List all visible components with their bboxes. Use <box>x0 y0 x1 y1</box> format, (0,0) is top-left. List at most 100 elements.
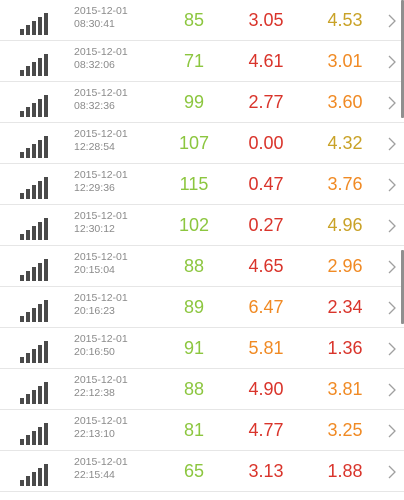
timestamp-time: 08:32:06 <box>74 59 115 71</box>
scrollbar[interactable] <box>401 0 404 500</box>
timestamp-date: 2015-12-01 <box>74 292 128 304</box>
signal-strength-icon <box>20 136 48 158</box>
value-1: 6.47 <box>248 297 284 317</box>
timestamp-date: 2015-12-01 <box>74 87 128 99</box>
list-item[interactable]: 2015-12-01 20:16:23 89 6.47 2.34 <box>0 287 404 328</box>
heart-rate-value: 91 <box>183 338 205 358</box>
timestamp-time: 08:32:36 <box>74 100 115 112</box>
list-item[interactable]: 2015-12-01 12:28:54 107 0.00 4.32 <box>0 123 404 164</box>
value-2: 2.96 <box>327 256 363 276</box>
value-2: 1.36 <box>327 338 363 358</box>
value-1: 4.90 <box>248 379 284 399</box>
timestamp-time: 08:30:41 <box>74 18 115 30</box>
value-1: 4.61 <box>248 51 284 71</box>
list-item[interactable]: 2015-12-01 08:32:06 71 4.61 3.01 <box>0 41 404 82</box>
signal-strength-icon <box>20 300 48 322</box>
value-1: 0.00 <box>248 133 284 153</box>
timestamp-date: 2015-12-01 <box>74 128 128 140</box>
value-2: 3.60 <box>327 92 363 112</box>
heart-rate-value: 85 <box>183 10 205 30</box>
signal-strength-icon <box>20 13 48 35</box>
heart-rate-value: 88 <box>183 256 205 276</box>
timestamp-date: 2015-12-01 <box>74 456 128 468</box>
signal-strength-icon <box>20 95 48 117</box>
list-item[interactable]: 2015-12-01 20:15:04 88 4.65 2.96 <box>0 246 404 287</box>
value-2: 2.34 <box>327 297 363 317</box>
chevron-right-icon[interactable] <box>386 95 398 111</box>
value-2: 1.88 <box>327 461 363 481</box>
timestamp: 2015-12-01 12:30:12 <box>74 210 154 236</box>
chevron-right-icon[interactable] <box>386 136 398 152</box>
list-item[interactable]: 2015-12-01 08:30:41 85 3.05 4.53 <box>0 0 404 41</box>
timestamp-date: 2015-12-01 <box>74 374 128 386</box>
list-item[interactable]: 2015-12-01 08:32:36 99 2.77 3.60 <box>0 82 404 123</box>
chevron-right-icon[interactable] <box>386 177 398 193</box>
value-1: 4.77 <box>248 420 284 440</box>
value-2: 4.53 <box>327 10 363 30</box>
timestamp: 2015-12-01 20:16:23 <box>74 292 154 318</box>
value-2: 3.25 <box>327 420 363 440</box>
timestamp-time: 12:29:36 <box>74 182 115 194</box>
signal-strength-icon <box>20 423 48 445</box>
timestamp-time: 22:15:44 <box>74 469 115 481</box>
timestamp-date: 2015-12-01 <box>74 46 128 58</box>
timestamp-date: 2015-12-01 <box>74 169 128 181</box>
timestamp-date: 2015-12-01 <box>74 415 128 427</box>
signal-strength-icon <box>20 341 48 363</box>
signal-strength-icon <box>20 464 48 486</box>
chevron-right-icon[interactable] <box>386 13 398 29</box>
value-1: 3.05 <box>248 10 284 30</box>
value-1: 5.81 <box>248 338 284 358</box>
list-item[interactable]: 2015-12-01 20:16:50 91 5.81 1.36 <box>0 328 404 369</box>
timestamp-date: 2015-12-01 <box>74 333 128 345</box>
heart-rate-value: 115 <box>179 174 209 194</box>
value-2: 3.81 <box>327 379 363 399</box>
timestamp: 2015-12-01 22:13:10 <box>74 415 154 441</box>
list-item[interactable]: 2015-12-01 22:15:44 65 3.13 1.88 <box>0 451 404 492</box>
list-item[interactable]: 2015-12-01 12:30:12 102 0.27 4.96 <box>0 205 404 246</box>
value-1: 0.47 <box>248 174 284 194</box>
list-item[interactable]: 2015-12-01 22:12:38 88 4.90 3.81 <box>0 369 404 410</box>
scrollbar-thumb[interactable] <box>401 250 404 324</box>
chevron-right-icon[interactable] <box>386 464 398 480</box>
scrollbar-thumb[interactable] <box>401 0 404 118</box>
signal-strength-icon <box>20 54 48 76</box>
timestamp: 2015-12-01 12:28:54 <box>74 128 154 154</box>
chevron-right-icon[interactable] <box>386 382 398 398</box>
timestamp: 2015-12-01 12:29:36 <box>74 169 154 195</box>
timestamp-time: 12:30:12 <box>74 223 115 235</box>
list-item[interactable]: 2015-12-01 22:13:10 81 4.77 3.25 <box>0 410 404 451</box>
timestamp-time: 20:16:50 <box>74 346 115 358</box>
timestamp-time: 22:12:38 <box>74 387 115 399</box>
heart-rate-value: 99 <box>183 92 205 112</box>
chevron-right-icon[interactable] <box>386 54 398 70</box>
value-1: 2.77 <box>248 92 284 112</box>
timestamp-time: 20:15:04 <box>74 264 115 276</box>
chevron-right-icon[interactable] <box>386 218 398 234</box>
value-2: 4.32 <box>327 133 363 153</box>
value-2: 3.01 <box>327 51 363 71</box>
timestamp: 2015-12-01 22:15:44 <box>74 456 154 482</box>
list-item[interactable]: 2015-12-01 12:29:36 115 0.47 3.76 <box>0 164 404 205</box>
timestamp-date: 2015-12-01 <box>74 5 128 17</box>
signal-strength-icon <box>20 177 48 199</box>
signal-strength-icon <box>20 259 48 281</box>
timestamp-time: 22:13:10 <box>74 428 115 440</box>
timestamp-date: 2015-12-01 <box>74 210 128 222</box>
chevron-right-icon[interactable] <box>386 259 398 275</box>
heart-rate-value: 102 <box>178 215 210 235</box>
heart-rate-value: 89 <box>183 297 205 317</box>
timestamp: 2015-12-01 08:32:06 <box>74 46 154 72</box>
signal-strength-icon <box>20 382 48 404</box>
value-1: 0.27 <box>248 215 284 235</box>
timestamp: 2015-12-01 08:30:41 <box>74 5 154 31</box>
chevron-right-icon[interactable] <box>386 341 398 357</box>
chevron-right-icon[interactable] <box>386 423 398 439</box>
heart-rate-value: 65 <box>183 461 205 481</box>
value-2: 3.76 <box>327 174 363 194</box>
chevron-right-icon[interactable] <box>386 300 398 316</box>
heart-rate-value: 88 <box>183 379 205 399</box>
value-2: 4.96 <box>327 215 363 235</box>
timestamp: 2015-12-01 20:15:04 <box>74 251 154 277</box>
